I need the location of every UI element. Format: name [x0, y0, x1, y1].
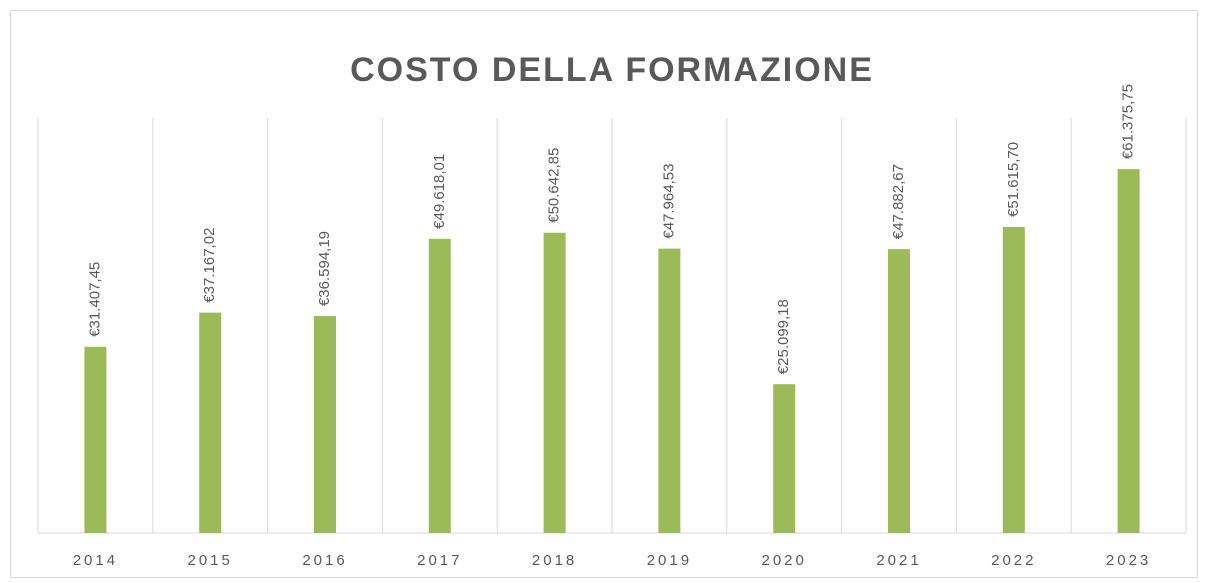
x-tick-label: 2020 — [762, 552, 807, 569]
bar — [84, 346, 107, 533]
bar — [888, 249, 910, 533]
x-tick-label: 2016 — [302, 552, 347, 569]
data-label: €49.618,01 — [431, 154, 448, 229]
data-label: €37.167,02 — [201, 228, 218, 303]
x-tick-label: 2017 — [417, 552, 462, 569]
x-tick-label: 2022 — [991, 552, 1036, 569]
data-label: €47.964,53 — [660, 164, 677, 239]
data-label: €47.882,67 — [890, 164, 907, 239]
data-label: €51.615,70 — [1005, 142, 1022, 217]
bar — [199, 312, 222, 533]
x-tick-label: 2018 — [532, 552, 577, 569]
x-tick-label: 2021 — [876, 552, 921, 569]
bar — [428, 238, 451, 533]
x-tick-label: 2015 — [188, 552, 233, 569]
data-label: €36.594,19 — [316, 231, 333, 306]
chart-title: COSTO DELLA FORMAZIONE — [350, 51, 874, 89]
data-label: €31.407,45 — [86, 262, 103, 337]
bar — [314, 316, 336, 533]
bar — [773, 384, 796, 533]
x-tick-label: 2014 — [73, 552, 118, 569]
bar — [1002, 226, 1025, 534]
bar — [658, 248, 681, 533]
bar — [1117, 169, 1140, 533]
data-label: €50.642,85 — [546, 148, 563, 223]
data-label: €61.375,75 — [1120, 84, 1137, 159]
x-tick-label: 2023 — [1106, 552, 1151, 569]
x-tick-label: 2019 — [647, 552, 692, 569]
data-label: €25.099,18 — [775, 299, 792, 374]
bar — [543, 232, 566, 533]
